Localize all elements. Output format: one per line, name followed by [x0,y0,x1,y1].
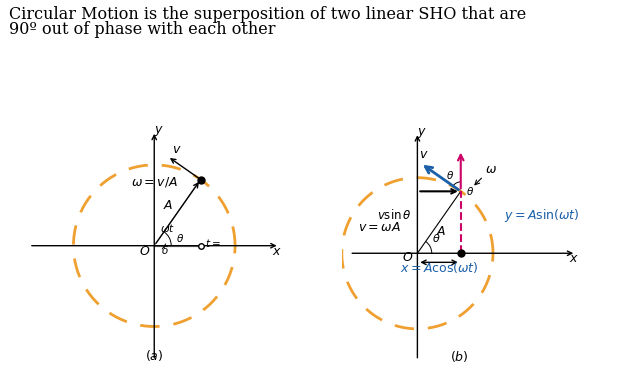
Text: $v$: $v$ [419,148,429,161]
Text: $\theta$: $\theta$ [446,169,454,181]
Text: $\omega = v/A$: $\omega = v/A$ [131,175,178,189]
Text: $\theta$: $\theta$ [466,185,474,197]
Text: $y = A\sin(\omega t)$: $y = A\sin(\omega t)$ [504,207,580,224]
Text: $x$: $x$ [569,253,579,265]
Text: $x$: $x$ [272,245,282,259]
Text: 90º out of phase with each other: 90º out of phase with each other [9,21,276,38]
Text: $O$: $O$ [402,251,413,264]
Text: $\delta$: $\delta$ [161,244,168,256]
Text: $y$: $y$ [154,124,164,138]
Text: $v = \omega A$: $v = \omega A$ [358,221,401,234]
Text: $t =$: $t =$ [205,237,221,249]
Text: $y$: $y$ [417,125,427,139]
Text: $\theta$: $\theta$ [176,232,184,244]
Text: $A$: $A$ [436,225,447,237]
Text: $O$: $O$ [139,245,150,259]
Text: $(b)$: $(b)$ [450,349,468,364]
Text: $v$: $v$ [172,143,181,156]
Text: $(a)$: $(a)$ [145,349,164,364]
Text: $\omega$: $\omega$ [485,163,497,176]
Text: $x = A\cos(\omega t)$: $x = A\cos(\omega t)$ [400,260,478,275]
Text: $\theta$: $\theta$ [432,232,441,244]
Text: $A$: $A$ [162,199,173,212]
Text: Circular Motion is the superposition of two linear SHO that are: Circular Motion is the superposition of … [9,6,526,23]
Text: $\omega t$: $\omega t$ [160,222,175,234]
Text: $v\sin\theta$: $v\sin\theta$ [377,208,412,222]
